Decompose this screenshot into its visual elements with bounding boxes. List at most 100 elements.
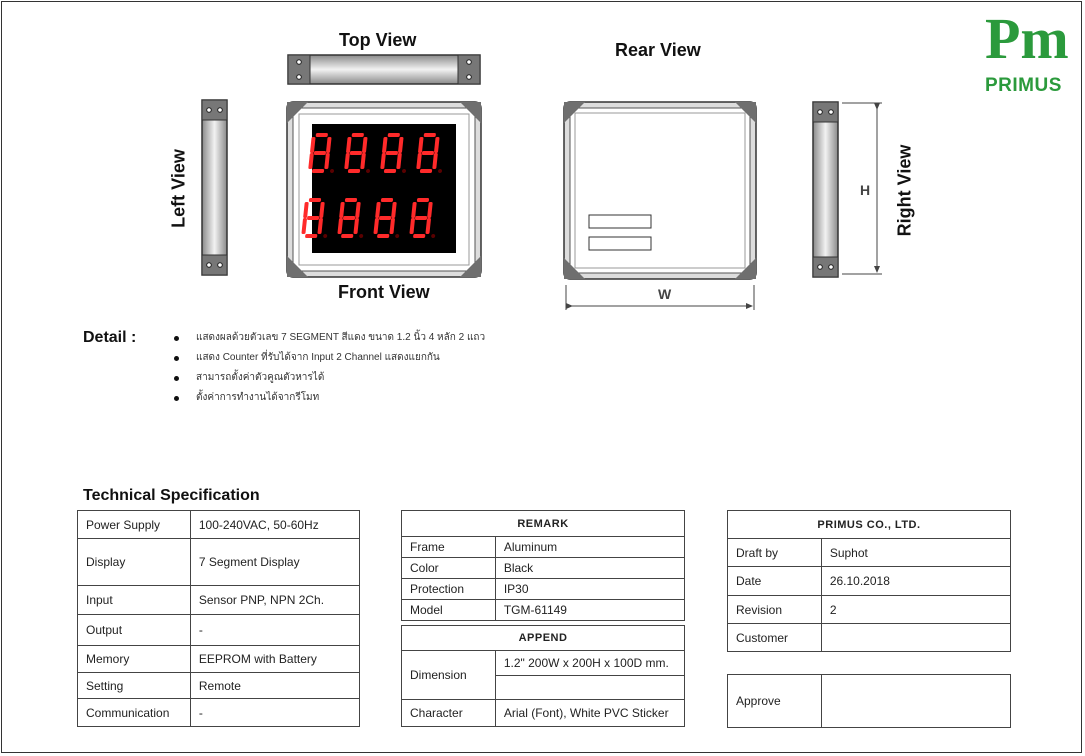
segment-d xyxy=(377,234,389,238)
table-row: Input Sensor PNP, NPN 2Ch. xyxy=(78,586,360,615)
company-label: Customer xyxy=(728,624,822,652)
table-row: Model TGM-61149 xyxy=(402,600,685,621)
spec-value: 100-240VAC, 50-60Hz xyxy=(190,511,359,539)
table-row: Date 26.10.2018 xyxy=(728,567,1011,596)
remark-title: REMARK xyxy=(402,511,685,537)
append-table: APPEND Dimension 1.2" 200W x 200H x 100D… xyxy=(401,625,685,727)
segment-a xyxy=(424,133,436,137)
segment-a xyxy=(417,198,429,202)
spec-value: EEPROM with Battery xyxy=(190,646,359,673)
front-view-drawing xyxy=(287,102,481,277)
segment-g xyxy=(314,151,326,155)
remark-table: REMARK Frame Aluminum Color Black Protecti… xyxy=(401,510,685,621)
detail-item: ตั้งค่าการทำงานได้จากรีโมท xyxy=(172,388,592,408)
spec-label: Communication xyxy=(78,699,191,727)
segment-d xyxy=(341,234,353,238)
segment-g xyxy=(350,151,362,155)
tech-spec-title: Technical Specification xyxy=(83,487,260,505)
segment-g xyxy=(386,151,398,155)
remark-value: Black xyxy=(495,558,684,579)
segment-g xyxy=(379,216,391,220)
detail-item: แสดง Counter ที่รับได้จาก Input 2 Channe… xyxy=(172,348,592,368)
segment-d xyxy=(348,169,360,173)
character-label: Character xyxy=(402,700,496,727)
table-row: Draft by Suphot xyxy=(728,539,1011,567)
table-row: Power Supply 100-240VAC, 50-60Hz xyxy=(78,511,360,539)
segment-a xyxy=(309,198,321,202)
approve-value xyxy=(821,675,1010,728)
height-dimension-label: H xyxy=(860,182,870,198)
segment-d xyxy=(384,169,396,173)
dimension-extra xyxy=(495,676,684,700)
table-row: Customer xyxy=(728,624,1011,652)
table-row: Display 7 Segment Display xyxy=(78,539,360,586)
tech-spec-table: Power Supply 100-240VAC, 50-60Hz Display 7… xyxy=(77,510,360,727)
remark-label: Protection xyxy=(402,579,496,600)
company-label: Draft by xyxy=(728,539,822,567)
segment-d xyxy=(420,169,432,173)
remark-label: Color xyxy=(402,558,496,579)
segment-g xyxy=(343,216,355,220)
segment-g xyxy=(415,216,427,220)
top-view-drawing xyxy=(288,55,480,84)
segment-a xyxy=(381,198,393,202)
remark-value: IP30 xyxy=(495,579,684,600)
detail-list: แสดงผลด้วยตัวเลข 7 SEGMENT สีแดง ขนาด 1.… xyxy=(172,328,592,408)
segment-a xyxy=(345,198,357,202)
spec-label: Memory xyxy=(78,646,191,673)
table-row: Revision 2 xyxy=(728,596,1011,624)
spec-label: Output xyxy=(78,615,191,646)
right-view-label: Right View xyxy=(895,143,916,239)
approve-table: Approve xyxy=(727,674,1011,728)
table-row: Character Arial (Font), White PVC Sticke… xyxy=(402,700,685,727)
character-value: Arial (Font), White PVC Sticker xyxy=(495,700,684,727)
table-row: PRIMUS CO., LTD. xyxy=(728,511,1011,539)
detail-item: สามารถตั้งค่าตัวคูณตัวหารได้ xyxy=(172,368,592,388)
width-dimension-label: W xyxy=(658,286,671,302)
table-row: Approve xyxy=(728,675,1011,728)
segment-g xyxy=(422,151,434,155)
left-view-label: Left View xyxy=(169,144,190,234)
dimension-label: Dimension xyxy=(402,651,496,700)
detail-item: แสดงผลด้วยตัวเลข 7 SEGMENT สีแดง ขนาด 1.… xyxy=(172,328,592,348)
remark-label: Frame xyxy=(402,537,496,558)
front-view-label: Front View xyxy=(338,282,430,303)
detail-title: Detail : xyxy=(83,329,136,347)
remark-value: TGM-61149 xyxy=(495,600,684,621)
table-row: REMARK xyxy=(402,511,685,537)
segment-a xyxy=(316,133,328,137)
company-value xyxy=(821,624,1010,652)
spec-label: Input xyxy=(78,586,191,615)
table-row: Frame Aluminum xyxy=(402,537,685,558)
table-row: APPEND xyxy=(402,626,685,651)
remark-value: Aluminum xyxy=(495,537,684,558)
spec-label: Power Supply xyxy=(78,511,191,539)
segment-d xyxy=(413,234,425,238)
spec-value: - xyxy=(190,615,359,646)
company-label: Date xyxy=(728,567,822,596)
table-row: Protection IP30 xyxy=(402,579,685,600)
approve-label: Approve xyxy=(728,675,822,728)
company-table: PRIMUS CO., LTD. Draft by Suphot Date 26.1… xyxy=(727,510,1011,652)
right-view-drawing xyxy=(813,102,882,277)
rear-view-drawing xyxy=(564,102,756,310)
company-value: Suphot xyxy=(821,539,1010,567)
table-row: Setting Remote xyxy=(78,673,360,699)
dimension-value: 1.2" 200W x 200H x 100D mm. xyxy=(495,651,684,676)
spec-label: Display xyxy=(78,539,191,586)
segment-a xyxy=(352,133,364,137)
rear-view-label: Rear View xyxy=(615,40,701,61)
segment-d xyxy=(312,169,324,173)
company-label: Revision xyxy=(728,596,822,624)
segment-d xyxy=(305,234,317,238)
append-title: APPEND xyxy=(402,626,685,651)
spec-label: Setting xyxy=(78,673,191,699)
top-view-label: Top View xyxy=(339,30,416,51)
spec-value: - xyxy=(190,699,359,727)
spec-value: 7 Segment Display xyxy=(190,539,359,586)
technical-drawings xyxy=(0,0,1085,310)
table-row: Color Black xyxy=(402,558,685,579)
table-row: Output - xyxy=(78,615,360,646)
left-view-drawing xyxy=(202,100,227,275)
segment-a xyxy=(388,133,400,137)
